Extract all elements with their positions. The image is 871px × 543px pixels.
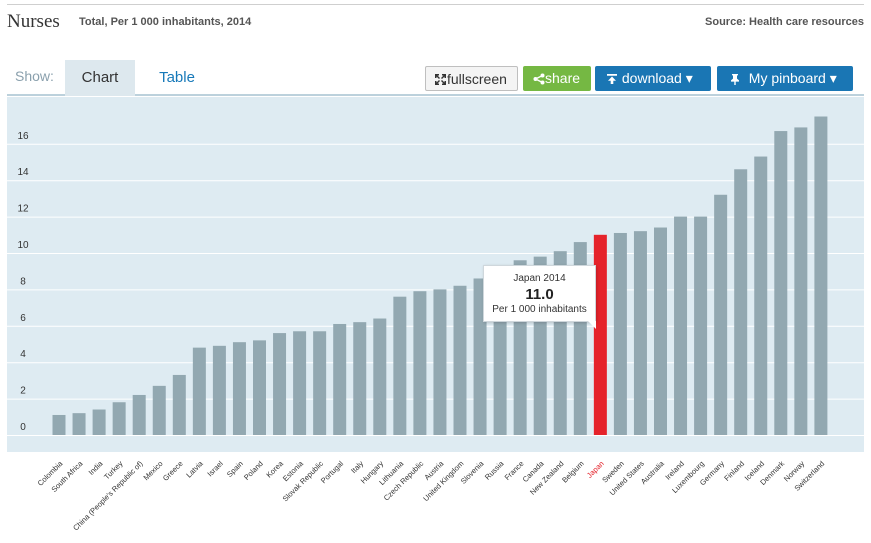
bar[interactable] [273, 333, 287, 435]
x-tick-label: Belgium [560, 459, 586, 485]
pinboard-button[interactable]: My pinboard ▾ [717, 66, 853, 91]
y-tick-label: 2 [20, 386, 26, 397]
fullscreen-button[interactable]: fullscreen [425, 66, 518, 91]
bar[interactable] [714, 194, 728, 435]
y-tick-label: 16 [17, 131, 29, 142]
y-tick-label: 12 [17, 204, 29, 215]
x-tick-label: Portugal [319, 459, 345, 485]
bar[interactable] [794, 127, 808, 436]
bar[interactable] [192, 347, 206, 435]
toolbar: Show: Chart Table fullscreen share downl… [7, 60, 864, 96]
x-tick-label: Slovenia [459, 458, 486, 485]
x-tick-label: Israel [205, 459, 225, 479]
y-tick-label: 4 [20, 349, 26, 360]
source-note: Source: Health care resources [705, 16, 864, 28]
bar[interactable] [593, 234, 607, 435]
page-title: Nurses [7, 11, 60, 32]
bar[interactable] [814, 116, 828, 436]
x-tick-label: Finland [722, 459, 746, 483]
bar[interactable] [453, 285, 467, 435]
tab-table[interactable]: Table [159, 69, 195, 86]
bar[interactable] [112, 402, 126, 435]
x-tick-label: Mexico [141, 459, 164, 482]
bar[interactable] [393, 296, 407, 435]
pin-icon [729, 70, 741, 86]
bar[interactable] [313, 331, 327, 435]
chart-tooltip: Japan 2014 11.0 Per 1 000 inhabitants [483, 265, 596, 329]
bar[interactable] [172, 374, 186, 435]
bar[interactable] [674, 216, 688, 435]
y-tick-label: 14 [17, 167, 29, 178]
top-divider [7, 4, 864, 5]
page-subtitle: Total, Per 1 000 inhabitants, 2014 [79, 16, 252, 28]
pinboard-label: My pinboard ▾ [748, 70, 837, 86]
x-tick-label: Latvia [184, 458, 205, 479]
bar[interactable] [132, 394, 146, 435]
tooltip-value: 11.0 [525, 286, 554, 303]
bar[interactable] [633, 231, 647, 435]
y-tick-label: 10 [17, 240, 29, 251]
x-tick-label: Greece [161, 459, 185, 483]
bar[interactable] [353, 322, 367, 435]
bar[interactable] [754, 156, 768, 436]
y-tick-label: 8 [20, 276, 26, 287]
tab-chart[interactable]: Chart [65, 60, 135, 96]
x-tick-label: Russia [483, 458, 506, 481]
bar[interactable] [734, 169, 748, 435]
bar[interactable] [413, 291, 427, 435]
bar[interactable] [333, 323, 347, 435]
bar[interactable] [253, 340, 266, 435]
bar[interactable] [613, 232, 627, 435]
bar[interactable] [52, 414, 66, 435]
tooltip-unit: Per 1 000 inhabitants [492, 304, 587, 315]
tooltip-heading: Japan 2014 [513, 273, 566, 284]
bar[interactable] [373, 318, 387, 435]
bar[interactable] [774, 131, 788, 435]
fullscreen-icon [434, 71, 447, 87]
y-tick-label: 0 [20, 422, 26, 433]
fullscreen-label: fullscreen [447, 71, 507, 87]
share-label: share [545, 70, 581, 86]
chart-header: Nurses Total, Per 1 000 inhabitants, 201… [7, 11, 864, 33]
x-tick-label: Poland [242, 459, 265, 482]
bar[interactable] [694, 216, 708, 435]
bar[interactable] [433, 289, 447, 435]
y-tick-label: 6 [20, 313, 26, 324]
bar[interactable] [152, 385, 166, 435]
bar[interactable] [212, 345, 226, 435]
download-button[interactable]: download ▾ [595, 66, 711, 91]
download-label: download ▾ [621, 70, 693, 86]
share-icon [533, 70, 545, 86]
bar[interactable] [72, 413, 86, 435]
show-label: Show: [15, 68, 54, 84]
bar[interactable] [232, 342, 246, 435]
x-tick-label: Italy [349, 459, 365, 475]
share-button[interactable]: share [523, 66, 591, 91]
bar[interactable] [293, 331, 307, 435]
download-icon [606, 70, 618, 86]
bar[interactable] [92, 409, 106, 435]
bar[interactable] [654, 227, 667, 435]
